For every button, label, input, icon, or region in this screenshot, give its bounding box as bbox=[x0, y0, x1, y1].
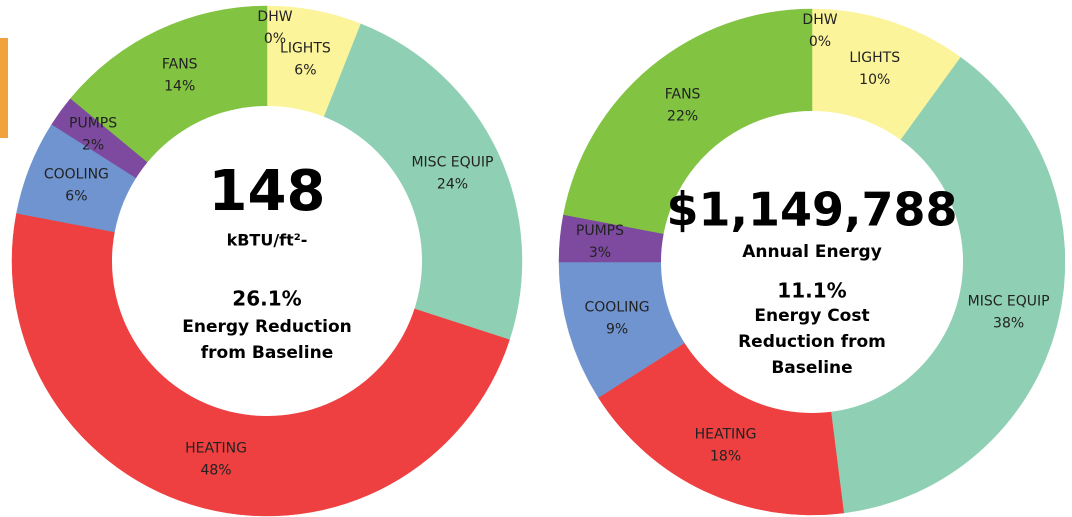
slice-value-label: 9% bbox=[606, 322, 628, 338]
slice-category: FANS bbox=[162, 57, 198, 73]
slice-category: LIGHTS bbox=[849, 50, 900, 66]
center-text: Baseline bbox=[771, 358, 852, 378]
slice-category: DHW bbox=[257, 9, 292, 25]
center-text: Annual Energy bbox=[742, 242, 882, 262]
slice-value-label: 10% bbox=[859, 72, 890, 88]
slice-category: MISC EQUIP bbox=[968, 293, 1050, 309]
slice-value-label: 6% bbox=[65, 189, 87, 205]
center-text: Reduction from bbox=[738, 332, 886, 352]
slice-category: HEATING bbox=[185, 441, 247, 457]
center-text: Energy Cost bbox=[754, 306, 869, 326]
slice-value-label: 14% bbox=[164, 79, 195, 95]
center-text: 26.1% bbox=[232, 287, 301, 311]
center-text: $1,149,788 bbox=[666, 183, 957, 237]
slice-value-label: 6% bbox=[294, 63, 316, 79]
slice-category: PUMPS bbox=[69, 116, 117, 132]
donut bbox=[11, 5, 523, 517]
slice-category: COOLING bbox=[585, 300, 650, 316]
center-text: 148 bbox=[209, 159, 326, 224]
slice-value-label: 48% bbox=[200, 463, 231, 479]
center-text: 11.1% bbox=[777, 279, 846, 303]
slice-value-label: 0% bbox=[264, 31, 286, 47]
slice-value-label: 22% bbox=[667, 109, 698, 125]
slice-value-label: 3% bbox=[589, 245, 611, 261]
donut-hole bbox=[112, 106, 422, 416]
slice-category: FANS bbox=[665, 87, 701, 103]
slice-value-label: 0% bbox=[809, 34, 831, 50]
slice-value-label: 24% bbox=[437, 177, 468, 193]
slice-category: COOLING bbox=[44, 167, 109, 183]
slice-category: MISC EQUIP bbox=[411, 155, 493, 171]
slice-category: HEATING bbox=[695, 427, 757, 443]
center-text: from Baseline bbox=[201, 343, 333, 363]
slice-category: PUMPS bbox=[576, 223, 624, 239]
donut-hole bbox=[661, 111, 963, 413]
slice-category: LIGHTS bbox=[280, 41, 331, 57]
center-text: Energy Reduction bbox=[182, 317, 352, 337]
slice-value-label: 18% bbox=[710, 449, 741, 465]
edge-decoration bbox=[0, 38, 8, 138]
slice-value-label: 38% bbox=[993, 315, 1024, 331]
slice-category: DHW bbox=[802, 12, 837, 28]
donut bbox=[558, 8, 1066, 516]
slice-value-label: 2% bbox=[82, 138, 104, 154]
center-text: kBTU/ft²- bbox=[227, 231, 308, 250]
